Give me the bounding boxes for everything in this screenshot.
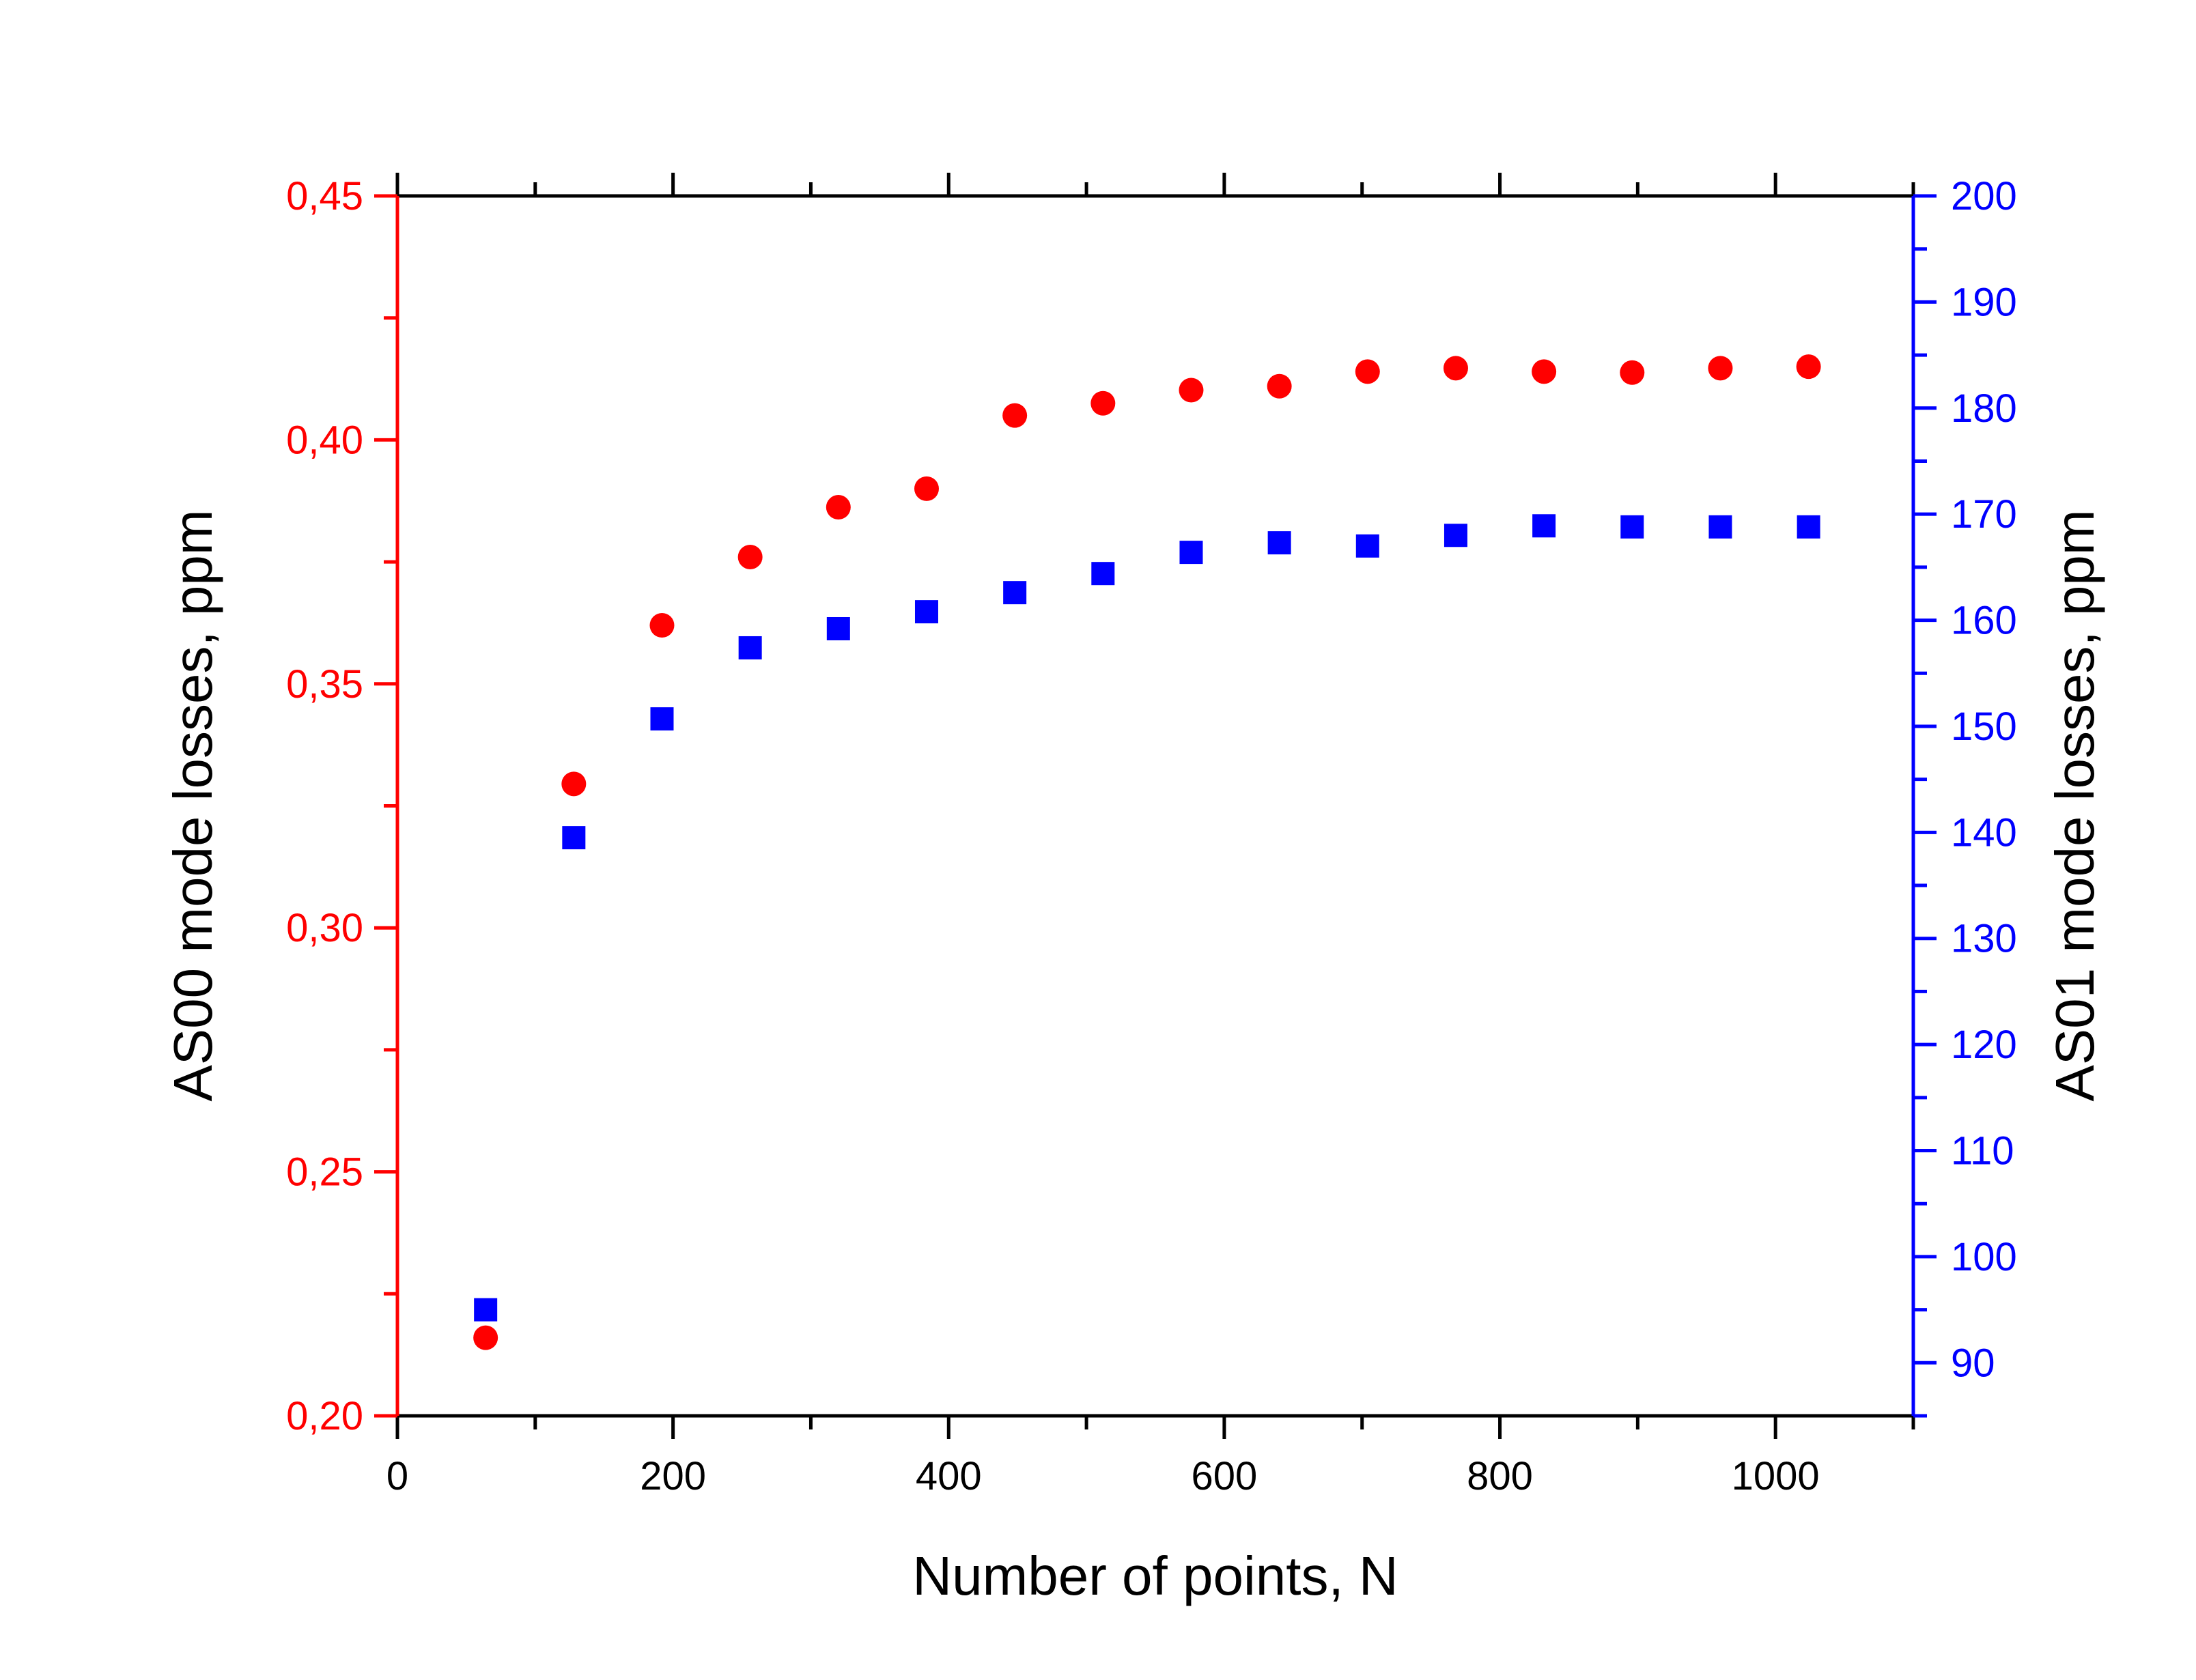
data-point-circle <box>1002 403 1028 428</box>
data-point-circle <box>561 771 587 797</box>
data-point-square <box>1797 515 1820 539</box>
x-tick-label: 0 <box>386 1454 408 1498</box>
axis-ticks <box>374 173 1937 1439</box>
data-point-square <box>1179 541 1203 565</box>
data-point-square <box>474 1298 498 1322</box>
y-left-tick-label: 0,45 <box>286 174 363 218</box>
data-point-circle <box>1796 354 1821 380</box>
y-right-tick-label: 170 <box>1951 492 2017 537</box>
x-tick-label: 600 <box>1192 1454 1258 1498</box>
plot-frame <box>395 194 1915 1418</box>
data-point-square <box>1620 515 1644 539</box>
y-left-tick-label: 0,35 <box>286 662 363 707</box>
data-point-square <box>1355 534 1379 558</box>
data-point-square <box>826 616 850 640</box>
data-point-circle <box>1532 359 1557 384</box>
y-right-tick-label: 160 <box>1951 599 2017 643</box>
data-points <box>473 354 1821 1350</box>
y-right-tick-label: 90 <box>1951 1341 1995 1385</box>
tick-labels: 0 200 400 600 800 1000 0,20 0,25 0,30 0,35 0,40 0,4… <box>286 174 2017 1498</box>
y-right-tick-label: 140 <box>1951 810 2017 855</box>
y-left-axis-title: AS00 mode losses, ppm <box>163 509 223 1101</box>
y-right-tick-label: 190 <box>1951 280 2017 324</box>
data-point-square <box>1444 524 1467 547</box>
x-tick-label: 1000 <box>1732 1454 1820 1498</box>
data-point-circle <box>737 544 763 569</box>
y-right-tick-label: 130 <box>1951 917 2017 961</box>
y-right-tick-label: 150 <box>1951 704 2017 749</box>
data-point-square <box>1708 515 1732 539</box>
data-point-circle <box>914 476 939 501</box>
data-point-square <box>914 600 938 624</box>
y-left-tick-label: 0,20 <box>286 1394 363 1438</box>
y-right-tick-label: 110 <box>1951 1129 2014 1173</box>
data-point-square <box>1003 581 1027 605</box>
x-tick-label: 200 <box>640 1454 706 1498</box>
y-right-tick-label: 100 <box>1951 1235 2017 1279</box>
y-right-tick-label: 200 <box>1951 174 2017 218</box>
data-point-circle <box>826 495 851 520</box>
data-point-square <box>738 636 762 659</box>
data-point-circle <box>1443 356 1468 381</box>
data-point-circle <box>1267 373 1292 399</box>
data-point-square <box>1091 562 1115 586</box>
data-point-circle <box>473 1325 498 1350</box>
y-right-axis-title: AS01 mode losses, ppm <box>2044 509 2105 1101</box>
y-right-tick-label: 180 <box>1951 386 2017 431</box>
x-axis-title: Number of points, N <box>912 1546 1398 1606</box>
x-tick-label: 800 <box>1467 1454 1533 1498</box>
data-point-square <box>650 707 674 731</box>
data-point-circle <box>1708 356 1733 381</box>
y-left-tick-label: 0,30 <box>286 906 363 950</box>
data-point-circle <box>649 613 675 638</box>
data-point-circle <box>1355 359 1380 384</box>
data-point-square <box>562 826 586 850</box>
data-point-circle <box>1179 378 1204 403</box>
data-point-square <box>1267 531 1291 555</box>
x-tick-label: 400 <box>916 1454 982 1498</box>
data-point-circle <box>1090 390 1116 416</box>
data-point-square <box>1532 514 1556 538</box>
data-point-circle <box>1620 360 1645 385</box>
y-left-tick-label: 0,40 <box>286 418 363 462</box>
y-left-tick-label: 0,25 <box>286 1150 363 1195</box>
y-right-tick-label: 120 <box>1951 1023 2017 1067</box>
